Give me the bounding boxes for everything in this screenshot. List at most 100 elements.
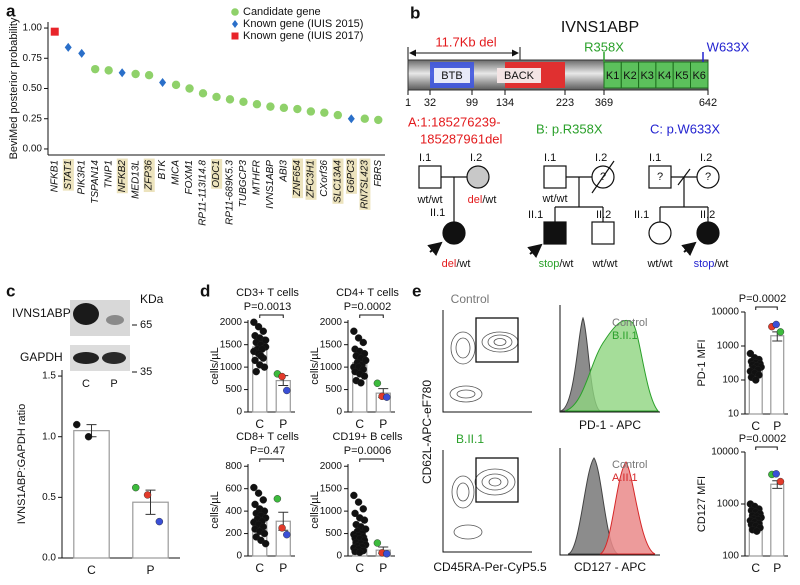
female-affected bbox=[697, 222, 719, 244]
x-tick-label: ZNF654 bbox=[292, 160, 303, 198]
pedigree-c: C: p.W633X ? ? I.1 I.2 II.1 II.2 wt/wt s… bbox=[634, 121, 728, 269]
point bbox=[383, 550, 390, 557]
lane-label: P bbox=[110, 378, 117, 390]
point bbox=[773, 470, 780, 477]
x-tick-label: C bbox=[355, 561, 364, 575]
point bbox=[350, 492, 357, 499]
unit-label: KDa bbox=[140, 292, 164, 306]
point bbox=[131, 70, 139, 78]
x-tick-label: C bbox=[255, 561, 264, 575]
legend-label: Control bbox=[612, 317, 647, 329]
male-affected bbox=[544, 222, 566, 244]
variant-title: B: p.R358X bbox=[536, 121, 603, 136]
member-id: I.1 bbox=[419, 152, 431, 164]
genotype: del/wt bbox=[442, 258, 471, 270]
x-tick-label: TNIP1 bbox=[103, 160, 114, 188]
y-tick-label: 1.5 bbox=[42, 371, 56, 382]
significance-bracket bbox=[756, 447, 778, 450]
x-tick-label: CXorf36 bbox=[319, 160, 330, 197]
chart-title: CD4+ T cells bbox=[336, 287, 399, 299]
y-tick-label: 100 bbox=[722, 375, 739, 386]
y-tick-label: 0.5 bbox=[42, 492, 56, 503]
point bbox=[293, 105, 301, 113]
male-symbol bbox=[419, 166, 441, 188]
p-value: P=0.0002 bbox=[344, 301, 391, 313]
domain-label: K5 bbox=[675, 70, 688, 82]
y-tick-label: 800 bbox=[225, 461, 242, 472]
genotype: del/wt bbox=[468, 194, 497, 206]
point bbox=[261, 364, 268, 371]
y-tick-label: 200 bbox=[225, 528, 242, 539]
x-tick-label: ABI3 bbox=[279, 160, 290, 183]
band-label: GAPDH bbox=[20, 350, 63, 364]
y-tick-label: 10 bbox=[728, 409, 740, 420]
point bbox=[361, 517, 368, 524]
position-number: 223 bbox=[556, 97, 574, 109]
member-id: I.1 bbox=[649, 152, 661, 164]
member-id: II.1 bbox=[528, 209, 543, 221]
legend-label: Candidate gene bbox=[243, 6, 321, 18]
proband-arrow bbox=[430, 243, 441, 252]
point bbox=[307, 107, 315, 115]
point bbox=[357, 379, 364, 386]
female-carrier bbox=[467, 166, 489, 188]
y-tick-label: 100 bbox=[722, 551, 739, 562]
y-axis-label: cells/µL bbox=[309, 491, 321, 529]
x-tick-label: ZFP36 bbox=[144, 160, 155, 191]
size-marker: 35 bbox=[140, 366, 152, 378]
y-tick-label: 0.75 bbox=[23, 53, 43, 64]
significance-bracket bbox=[260, 459, 284, 462]
y-tick-label: 2000 bbox=[320, 461, 343, 472]
point bbox=[85, 433, 92, 440]
point bbox=[279, 373, 286, 380]
flow-contours: Control B.II.1 CD62L-APC-eF780 CD45RA-Pe… bbox=[420, 292, 547, 574]
blot-band bbox=[73, 303, 99, 325]
domain-label: BTB bbox=[441, 70, 462, 82]
unknown-mark: ? bbox=[657, 171, 663, 183]
x-tick-label: C bbox=[751, 561, 760, 575]
y-axis-label: cells/µL bbox=[209, 347, 221, 385]
axis-label: PD-1 - APC bbox=[579, 418, 641, 432]
panel-label: e bbox=[412, 281, 421, 300]
y-tick-label: 0 bbox=[236, 407, 242, 418]
x-tick-label: BTK bbox=[157, 159, 168, 180]
x-tick-label: P bbox=[773, 561, 781, 575]
point bbox=[199, 89, 207, 97]
x-tick-label: IVNS1ABP bbox=[265, 160, 276, 209]
point bbox=[777, 478, 784, 485]
member-id: II.2 bbox=[596, 209, 611, 221]
y-tick-label: 1000 bbox=[717, 341, 740, 352]
y-axis-label: IVNS1ABP:GAPDH ratio bbox=[16, 404, 28, 524]
unknown-mark: ? bbox=[600, 171, 606, 183]
plot-title: B.II.1 bbox=[456, 432, 484, 446]
point bbox=[144, 491, 151, 498]
point bbox=[355, 499, 362, 506]
p-value: P=0.0013 bbox=[244, 301, 291, 313]
lane-label: C bbox=[82, 378, 90, 390]
male-symbol bbox=[544, 166, 566, 188]
proband-arrow bbox=[684, 243, 695, 252]
y-tick-label: 500 bbox=[225, 384, 242, 395]
point bbox=[255, 490, 262, 497]
point bbox=[283, 387, 290, 394]
variant-label: W633X bbox=[707, 39, 750, 54]
x-tick-label: ODC1 bbox=[211, 160, 222, 188]
plot-frame bbox=[443, 450, 532, 552]
legend-marker bbox=[231, 8, 239, 16]
protein-title: IVNS1ABP bbox=[561, 19, 639, 36]
y-tick-label: 2000 bbox=[320, 317, 343, 328]
point bbox=[274, 495, 281, 502]
blot-band bbox=[106, 315, 124, 325]
point bbox=[250, 484, 257, 491]
significance-bracket bbox=[360, 315, 384, 318]
x-tick-label: STAT1 bbox=[63, 160, 74, 190]
point bbox=[260, 496, 267, 503]
point bbox=[262, 337, 269, 344]
x-tick-label: P bbox=[773, 419, 781, 433]
significance-bracket bbox=[756, 307, 778, 310]
p-value: P=0.0002 bbox=[739, 433, 786, 445]
band-label: IVNS1ABP bbox=[12, 306, 71, 320]
x-tick-label: P bbox=[379, 561, 387, 575]
